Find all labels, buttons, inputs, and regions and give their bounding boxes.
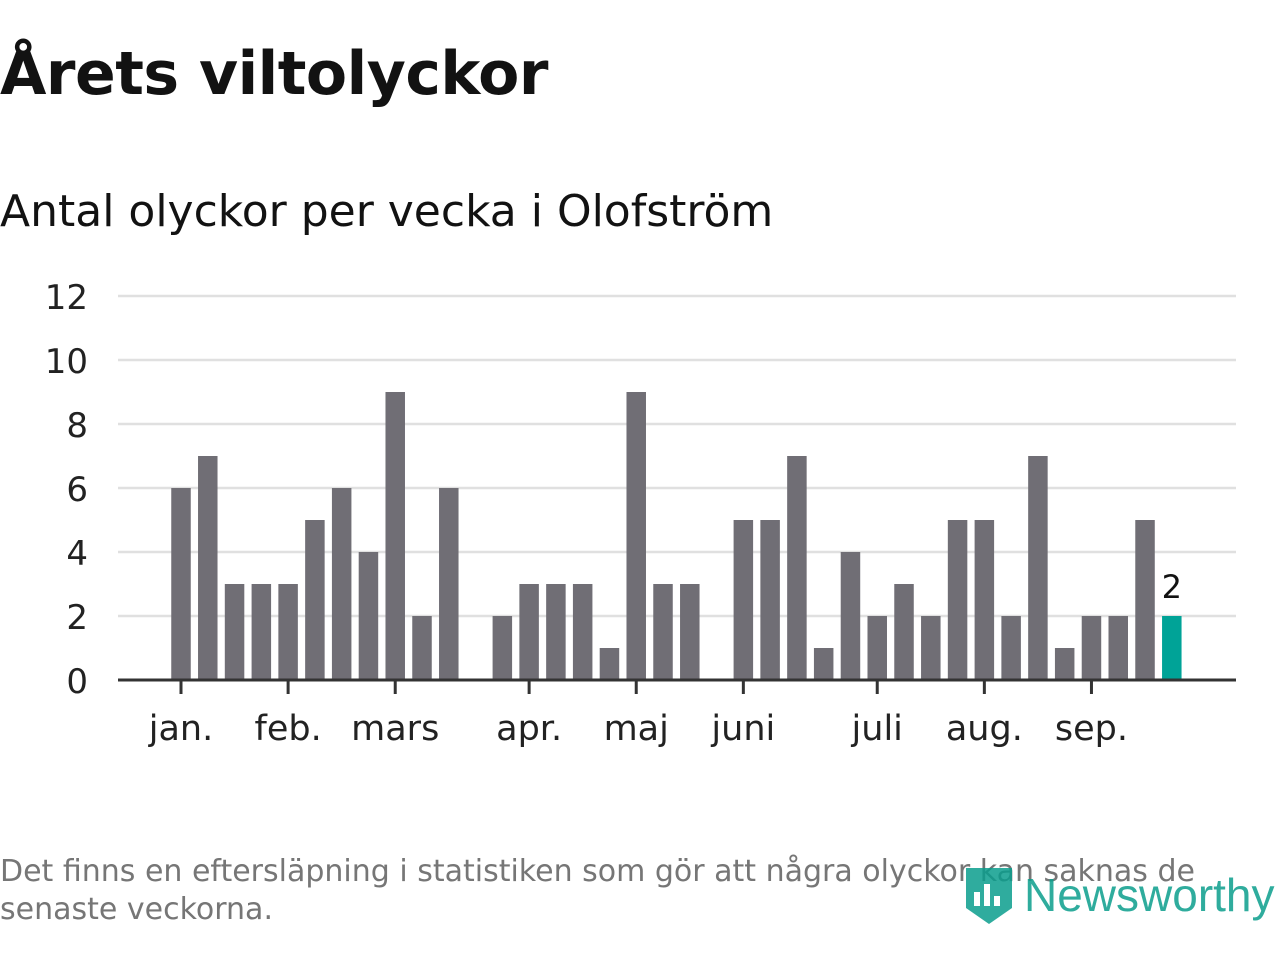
bar: [760, 520, 780, 680]
y-axis-ticks: 0 2 4 6 8 10 12: [45, 278, 88, 702]
bar-chart: 0 2 4 6 8 10 12 jan. feb. mars apr. maj juni juli aug…: [45, 278, 1236, 749]
bars: [171, 392, 1182, 680]
x-tick-label: juli: [851, 709, 903, 749]
bar: [1081, 616, 1102, 680]
bar: [171, 488, 191, 680]
x-tick-label: sep.: [1055, 709, 1128, 749]
y-tick-label: 0: [66, 662, 88, 702]
bar: [894, 584, 914, 680]
data-labels: 2: [1162, 568, 1182, 606]
x-tick-label: jan.: [148, 709, 213, 749]
grid-lines: [118, 294, 1236, 618]
bar: [385, 392, 405, 680]
x-tick-label: aug.: [946, 709, 1023, 749]
newsworthy-logo-icon: [966, 868, 1012, 924]
x-axis: jan. feb. mars apr. maj juni juli aug. sep.: [118, 678, 1236, 749]
bar-highlight: [1162, 616, 1182, 680]
y-tick-label: 8: [66, 406, 88, 446]
bar: [305, 520, 325, 680]
bar: [733, 520, 754, 680]
x-tick-label: juni: [710, 709, 775, 749]
bar: [546, 584, 566, 680]
bar: [626, 392, 646, 680]
y-tick-label: 4: [66, 534, 88, 574]
bar: [492, 616, 513, 680]
bar: [331, 488, 352, 680]
bar: [599, 648, 620, 680]
bar: [867, 616, 887, 680]
bar: [198, 456, 218, 680]
x-tick-label: maj: [604, 709, 669, 749]
bar: [813, 648, 834, 680]
chart-title: Årets viltolyckor: [0, 39, 549, 109]
x-tick-label: mars: [351, 709, 439, 749]
bar: [278, 584, 298, 680]
bar: [653, 584, 673, 680]
bar: [1001, 616, 1021, 680]
bar: [412, 616, 432, 680]
bar: [974, 520, 995, 680]
brand-name: Newsworthy: [1024, 869, 1275, 921]
bar: [572, 584, 593, 680]
bar: [947, 520, 968, 680]
bar: [921, 616, 941, 680]
data-label: 2: [1162, 568, 1182, 606]
y-tick-label: 2: [66, 598, 88, 638]
chart-subtitle: Antal olyckor per vecka i Olofström: [0, 186, 774, 237]
bar: [224, 584, 245, 680]
bar: [1028, 456, 1048, 680]
bar: [251, 584, 272, 680]
bar: [1108, 616, 1128, 680]
bar: [680, 584, 700, 680]
bar: [1135, 520, 1155, 680]
bar: [1054, 648, 1075, 680]
y-tick-label: 12: [45, 278, 88, 318]
y-tick-label: 6: [66, 470, 88, 510]
bar: [840, 552, 861, 680]
brand-logo: Newsworthy: [962, 862, 1275, 928]
bar: [439, 488, 459, 680]
bar: [519, 584, 539, 680]
x-tick-label: apr.: [496, 709, 562, 749]
bar: [358, 552, 379, 680]
bar: [787, 456, 807, 680]
y-tick-label: 10: [45, 342, 88, 382]
x-tick-label: feb.: [255, 709, 322, 749]
